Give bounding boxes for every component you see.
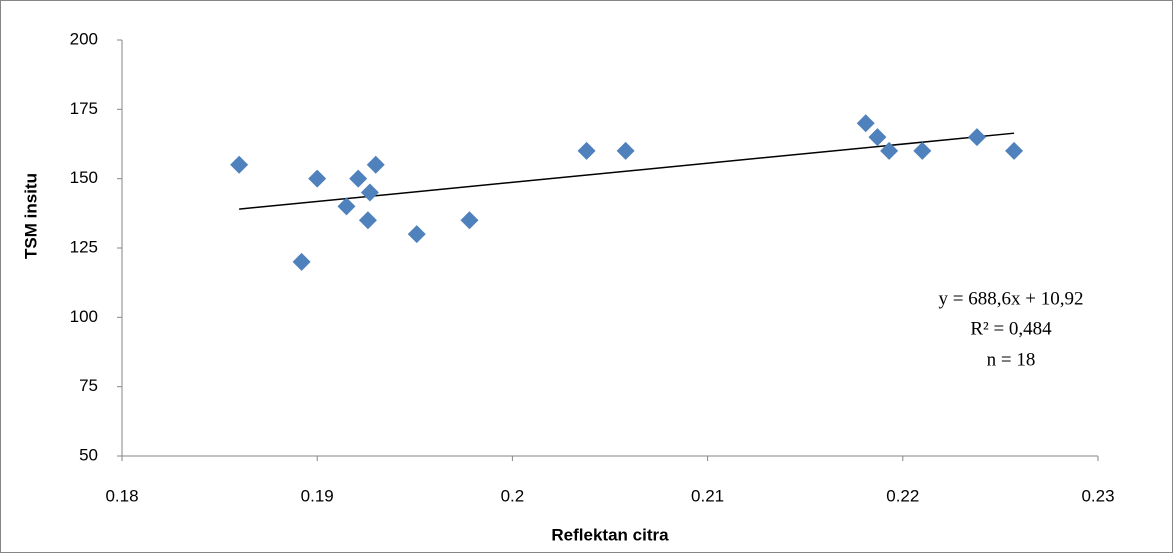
point — [407, 225, 426, 244]
point — [366, 155, 385, 174]
annotation: n = 18 — [987, 349, 1036, 370]
x-tick-label: 0.22 — [886, 486, 919, 505]
point — [868, 128, 887, 147]
y-tick-label: 150 — [70, 168, 98, 187]
x-tick-label: 0.2 — [501, 486, 525, 505]
point — [230, 155, 249, 174]
point — [880, 141, 899, 160]
y-tick-label: 200 — [70, 29, 98, 48]
point — [337, 197, 356, 216]
point — [460, 211, 479, 230]
annotation: y = 688,6x + 10,92 — [939, 288, 1084, 309]
y-tick-label: 125 — [70, 237, 98, 256]
point — [360, 183, 379, 202]
point — [913, 141, 932, 160]
x-tick-label: 0.18 — [105, 486, 138, 505]
point — [856, 114, 875, 133]
x-tick-label: 0.19 — [301, 486, 334, 505]
point — [308, 169, 327, 188]
point — [358, 211, 377, 230]
point — [577, 141, 596, 160]
x-tick-label: 0.21 — [691, 486, 724, 505]
y-tick-label: 50 — [79, 445, 98, 464]
x-axis-title: Reflektan citra — [551, 525, 669, 544]
x-tick-label: 0.23 — [1081, 486, 1114, 505]
point — [616, 141, 635, 160]
annotation: R² = 0,484 — [970, 318, 1052, 339]
y-tick-label: 75 — [79, 376, 98, 395]
point — [967, 128, 986, 147]
y-tick-label: 175 — [70, 99, 98, 118]
point — [1005, 141, 1024, 160]
point — [292, 252, 311, 271]
point — [349, 169, 368, 188]
y-tick-label: 100 — [70, 307, 98, 326]
y-axis-title: TSM insitu — [21, 173, 40, 259]
